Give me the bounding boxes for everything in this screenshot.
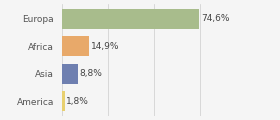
Bar (62, 36, 89, 56)
Bar (62, 9, 199, 29)
Text: 74,6%: 74,6% (201, 14, 229, 23)
Text: 8,8%: 8,8% (79, 69, 102, 78)
Text: 14,9%: 14,9% (91, 42, 119, 51)
Text: 1,8%: 1,8% (66, 97, 89, 106)
Bar (62, 91, 65, 111)
Bar (62, 64, 78, 84)
